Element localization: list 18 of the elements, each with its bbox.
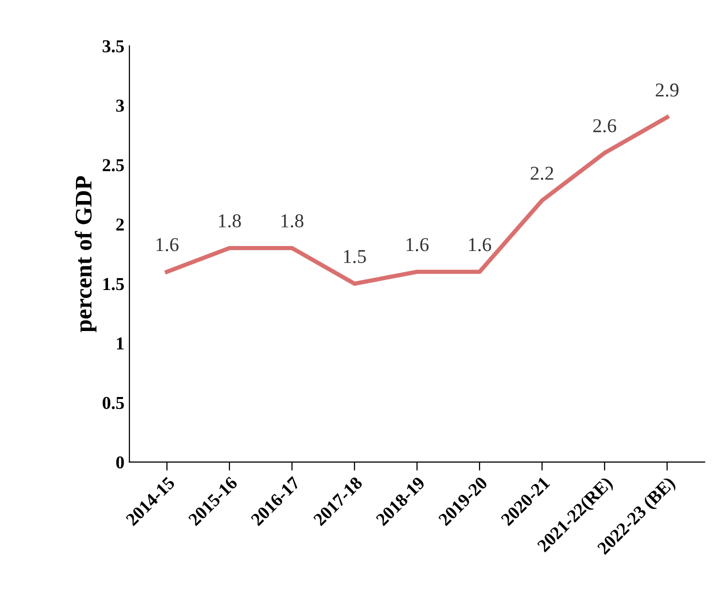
data-label: 2.2 — [530, 166, 554, 180]
y-tick-label: 1.5 — [103, 278, 124, 290]
y-tick-label: 3 — [116, 100, 124, 112]
data-label: 2.6 — [593, 119, 616, 132]
y-tick-label: 0 — [116, 456, 124, 468]
data-label: 1.8 — [282, 214, 304, 228]
y-tick-label: 2 — [116, 218, 124, 231]
data-label: 1.6 — [156, 238, 179, 252]
data-label: 1.5 — [344, 250, 366, 264]
y-tick-label: 1 — [116, 338, 124, 350]
y-tick-label: 2.5 — [102, 159, 124, 172]
data-label: 2.9 — [656, 84, 678, 97]
y-axis-title: percent of GDP — [74, 176, 96, 332]
data-label: 1.6 — [406, 238, 429, 252]
data-label: 1.6 — [469, 238, 492, 252]
y-tick-label: 0.5 — [102, 396, 124, 410]
y-tick-label: 3.5 — [102, 40, 124, 52]
data-label: 1.8 — [219, 214, 241, 228]
